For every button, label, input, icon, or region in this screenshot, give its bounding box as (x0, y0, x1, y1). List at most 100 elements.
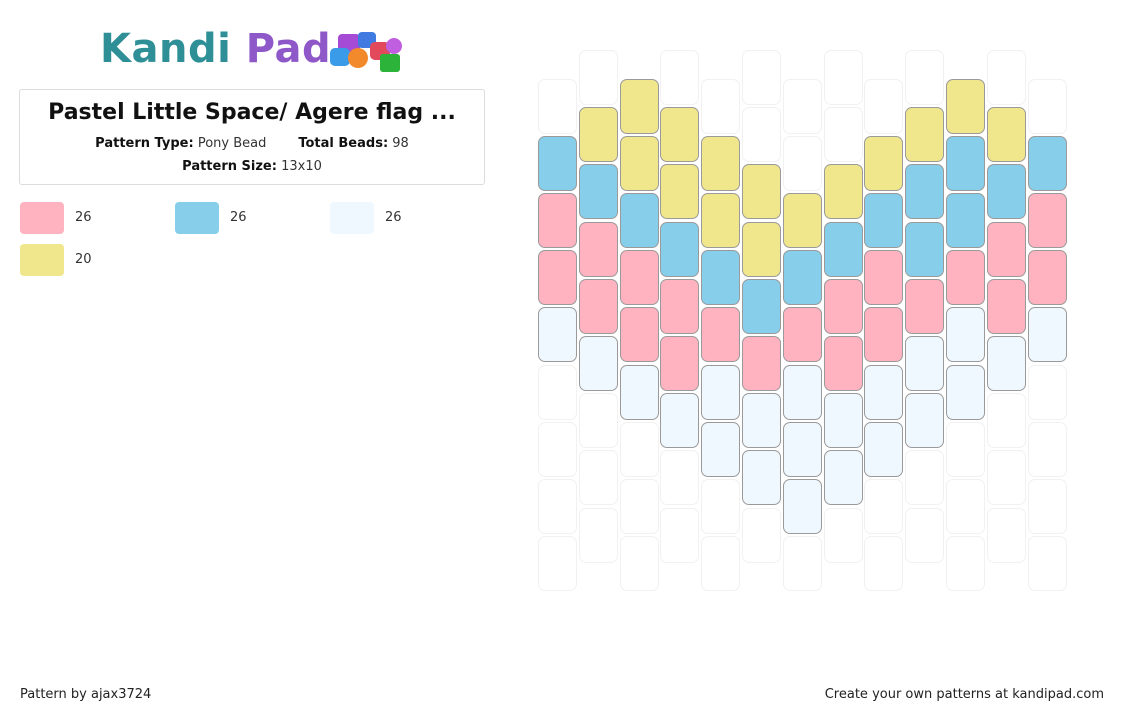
bead (538, 135, 577, 191)
bead (742, 336, 781, 391)
empty-bead-slot (701, 479, 741, 534)
bead (823, 278, 863, 334)
empty-bead-slot (1027, 536, 1067, 592)
pattern-size-label: Pattern Size: (182, 159, 277, 174)
empty-bead-slot (538, 364, 577, 420)
bead (742, 450, 781, 506)
color-swatch (175, 202, 219, 234)
bead (701, 135, 741, 191)
bead (660, 164, 700, 220)
bead (742, 164, 781, 220)
bead (946, 78, 985, 134)
bead (905, 107, 945, 163)
bead (1027, 307, 1067, 363)
empty-bead-slot (619, 479, 659, 534)
pattern-type-value: Pony Bead (197, 136, 267, 151)
empty-bead-slot (619, 536, 659, 592)
empty-bead-slot (823, 107, 863, 163)
empty-bead-slot (986, 507, 1026, 563)
bead (1027, 250, 1067, 306)
bead (946, 135, 985, 191)
empty-bead-slot (619, 421, 659, 477)
pattern-meta-row-2: Pattern Size: 13x10 (20, 159, 484, 174)
bead (538, 250, 577, 306)
kandipad-link[interactable]: Create your own patterns at kandipad.com (824, 687, 1104, 702)
bead (742, 278, 781, 334)
bead (905, 221, 945, 277)
bead (905, 164, 945, 220)
bead (986, 164, 1026, 220)
bead (578, 107, 618, 163)
empty-bead-slot (1027, 364, 1067, 420)
color-swatch (20, 202, 64, 234)
bead (905, 336, 945, 391)
logo-part-kandi: Kandi (100, 26, 232, 72)
bead (946, 250, 985, 306)
bead (660, 393, 700, 449)
empty-bead-slot (986, 450, 1026, 506)
bead-count: 26 (75, 210, 92, 225)
bead (578, 164, 618, 220)
empty-bead-slot (538, 479, 577, 534)
bead (1027, 135, 1067, 191)
total-beads-label: Total Beads: (298, 136, 389, 151)
empty-bead-slot (782, 536, 822, 592)
empty-bead-slot (986, 50, 1026, 105)
empty-bead-slot (782, 78, 822, 134)
bead (619, 78, 659, 134)
bead (701, 364, 741, 420)
empty-bead-slot (578, 450, 618, 506)
empty-bead-slot (538, 78, 577, 134)
bead (986, 336, 1026, 391)
bead (1027, 193, 1067, 248)
empty-bead-slot (538, 421, 577, 477)
empty-bead-slot (864, 536, 904, 592)
bead (701, 421, 741, 477)
bead-pile-icon (330, 32, 402, 72)
bead (619, 250, 659, 306)
kandi-pad-logo[interactable]: Kandi Pad (100, 24, 410, 80)
bead (986, 221, 1026, 277)
color-swatch (20, 244, 64, 276)
bead-count: 26 (230, 210, 247, 225)
bead (782, 307, 822, 363)
empty-bead-slot (905, 450, 945, 506)
empty-bead-slot (578, 393, 618, 449)
total-beads-value: 98 (392, 136, 409, 151)
pattern-author: Pattern by ajax3724 (20, 687, 152, 702)
empty-bead-slot (823, 507, 863, 563)
empty-bead-slot (742, 107, 781, 163)
empty-bead-slot (578, 50, 618, 105)
bead (619, 193, 659, 248)
empty-bead-slot (864, 479, 904, 534)
bead (946, 307, 985, 363)
bead (660, 107, 700, 163)
empty-bead-slot (905, 50, 945, 105)
bead (905, 278, 945, 334)
bead (701, 250, 741, 306)
bead (701, 307, 741, 363)
bead (864, 364, 904, 420)
bead-count: 26 (385, 210, 402, 225)
empty-bead-slot (986, 393, 1026, 449)
empty-bead-slot (701, 536, 741, 592)
empty-bead-slot (1027, 421, 1067, 477)
bead (782, 193, 822, 248)
bead (823, 450, 863, 506)
bead (619, 135, 659, 191)
bead (823, 336, 863, 391)
empty-bead-slot (701, 78, 741, 134)
bead (578, 278, 618, 334)
empty-bead-slot (864, 78, 904, 134)
bead (986, 278, 1026, 334)
empty-bead-slot (660, 450, 700, 506)
empty-bead-slot (905, 507, 945, 563)
bead (538, 193, 577, 248)
empty-bead-slot (1027, 479, 1067, 534)
empty-bead-slot (946, 421, 985, 477)
bead (864, 421, 904, 477)
bead (538, 307, 577, 363)
bead (864, 250, 904, 306)
bead (578, 221, 618, 277)
bead (782, 421, 822, 477)
